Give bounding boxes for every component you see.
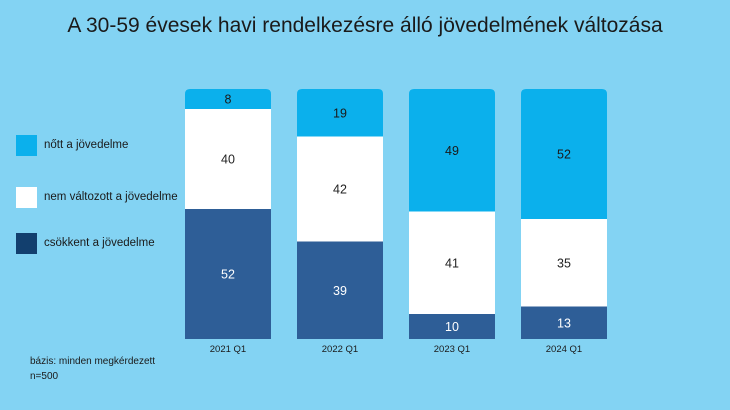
legend-label-csokkent: csökkent a jövedelme <box>44 237 155 249</box>
x-tick-label-2021-Q1: 2021 Q1 <box>210 344 246 355</box>
data-label-nem-2022-Q1: 42 <box>333 183 347 197</box>
bar-nott-2022-Q1 <box>297 89 383 137</box>
bar-nem-2024-Q1 <box>521 219 607 307</box>
x-tick-label-2023-Q1: 2023 Q1 <box>434 344 470 355</box>
bar-csokkent-2024-Q1 <box>521 306 607 339</box>
footnote-n: n=500 <box>30 371 59 382</box>
x-tick-label-2024-Q1: 2024 Q1 <box>546 344 582 355</box>
bar-nem-2021-Q1 <box>185 109 271 209</box>
data-label-nott-2023-Q1: 49 <box>445 144 459 158</box>
bar-group-2022-Q1: 39 42 19 <box>297 89 383 339</box>
data-label-nott-2021-Q1: 8 <box>225 93 232 107</box>
data-label-csokkent-2023-Q1: 10 <box>445 320 459 334</box>
legend-swatch-csokkent <box>16 232 37 254</box>
bar-nott-2021-Q1 <box>185 89 271 109</box>
x-tick-label-2022-Q1: 2022 Q1 <box>322 344 358 355</box>
data-label-csokkent-2022-Q1: 39 <box>333 284 347 298</box>
data-label-csokkent-2024-Q1: 13 <box>557 316 571 330</box>
data-label-nem-2021-Q1: 40 <box>221 153 235 167</box>
bar-group-2021-Q1: 52 40 8 <box>185 89 271 339</box>
legend-label-nott: nőtt a jövedelme <box>44 139 129 151</box>
bar-csokkent-2021-Q1 <box>185 209 271 339</box>
data-label-nem-2023-Q1: 41 <box>445 256 459 270</box>
bar-group-2024-Q1: 13 35 52 <box>521 89 607 339</box>
legend-item-nott: nőtt a jövedelme <box>16 134 128 156</box>
footnote-base: bázis: minden megkérdezett <box>30 356 156 367</box>
data-label-nem-2024-Q1: 35 <box>557 256 571 270</box>
bar-group-2023-Q1: 10 41 49 <box>409 89 495 339</box>
bar-nem-2022-Q1 <box>297 136 383 242</box>
bar-csokkent-2023-Q1 <box>409 314 495 339</box>
legend-label-nem: nem változott a jövedelme <box>44 191 178 203</box>
bar-nott-2024-Q1 <box>521 89 607 219</box>
legend-swatch-nem <box>16 186 37 208</box>
legend-swatch-nott <box>16 134 37 156</box>
legend-item-csokkent: csökkent a jövedelme <box>16 232 155 254</box>
legend-item-nem: nem változott a jövedelme <box>16 186 178 208</box>
bar-nem-2023-Q1 <box>409 211 495 314</box>
data-label-nott-2024-Q1: 52 <box>557 148 571 162</box>
data-label-nott-2022-Q1: 19 <box>333 106 347 120</box>
chart-title: A 30-59 évesek havi rendelkezésre álló j… <box>67 14 663 37</box>
data-label-csokkent-2021-Q1: 52 <box>221 268 235 282</box>
bar-nott-2023-Q1 <box>409 89 495 212</box>
bar-csokkent-2022-Q1 <box>297 241 383 339</box>
